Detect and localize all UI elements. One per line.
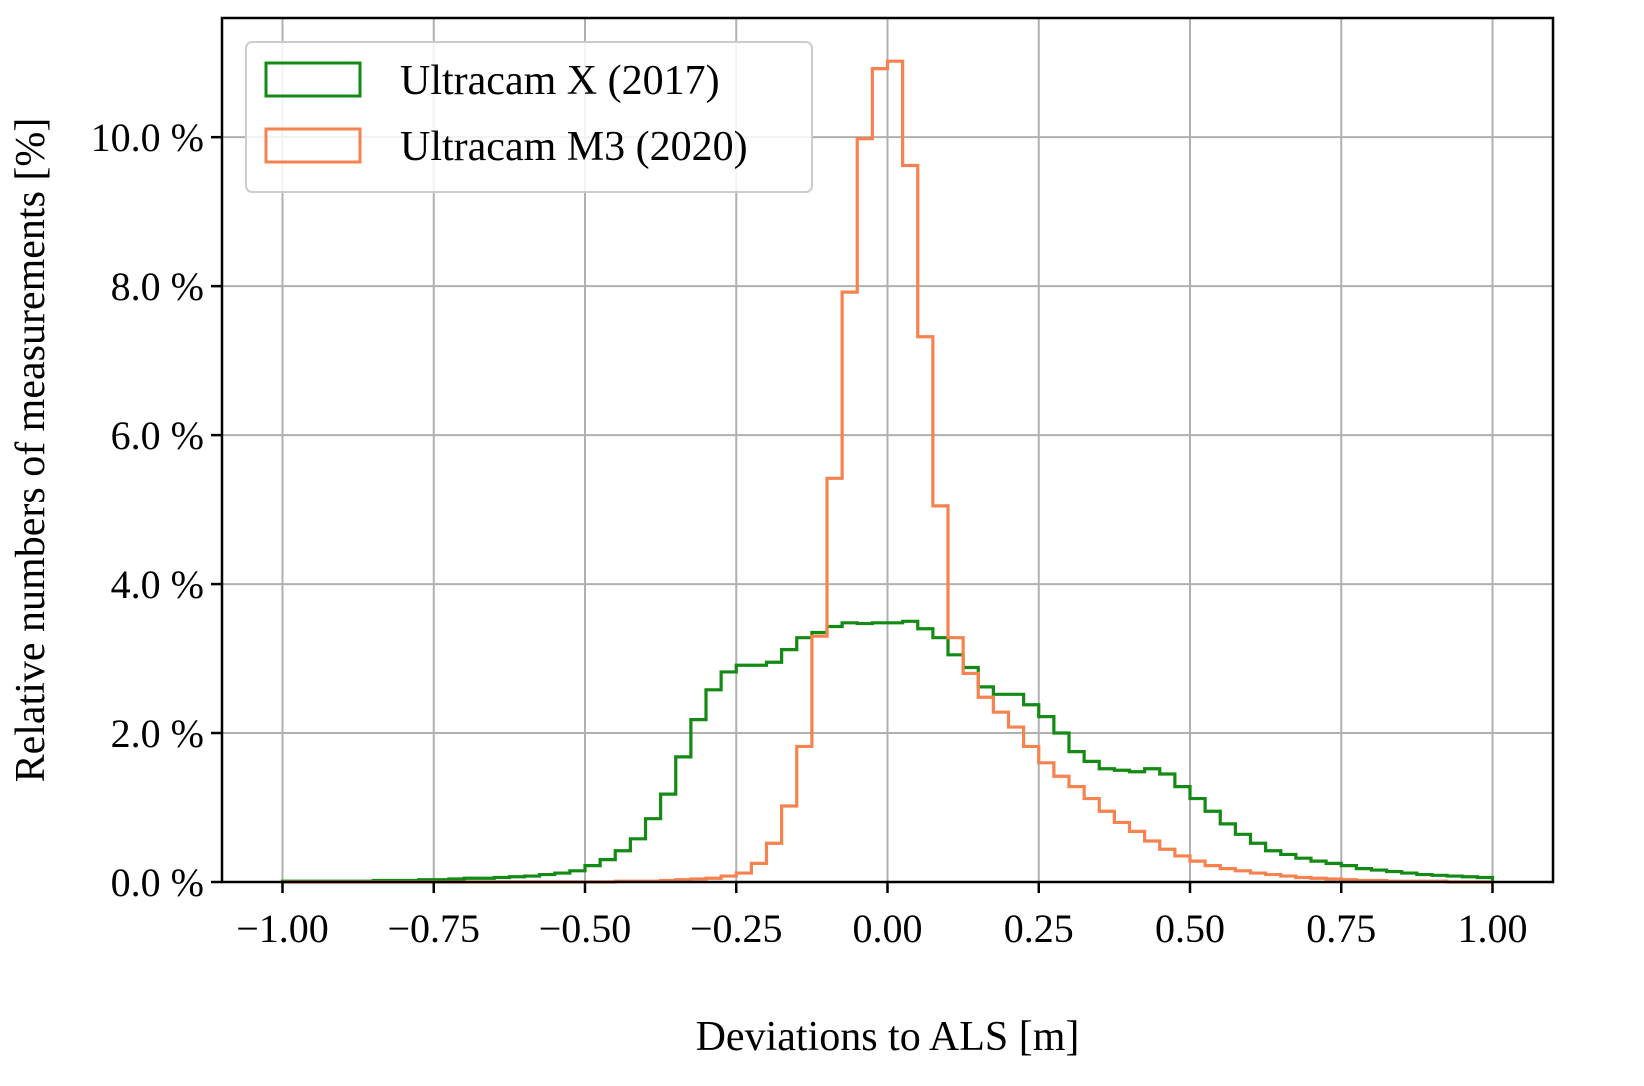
legend: Ultracam X (2017) Ultracam M3 (2020) — [245, 41, 813, 193]
grid — [222, 18, 1553, 883]
y-tick-label: 0.0 % — [111, 860, 204, 905]
y-tick-label: 2.0 % — [111, 711, 204, 756]
legend-label-ultracam-x: Ultracam X (2017) — [400, 58, 720, 104]
x-tick-label: 0.25 — [1004, 906, 1074, 951]
legend-box — [245, 41, 813, 193]
y-axis-label: Relative numbers of measurements [%] — [8, 118, 54, 783]
x-tick-label: 0.50 — [1155, 906, 1225, 951]
x-tick-label: 0.00 — [853, 906, 923, 951]
x-axis: −1.00 −0.75 −0.50 −0.25 0.00 0.25 0.50 0.75 1.00 — [236, 882, 1528, 951]
x-tick-label: 1.00 — [1458, 906, 1528, 951]
series-ultracam-x-histogram — [280, 619, 1495, 883]
y-tick-label: 10.0 % — [91, 115, 204, 160]
x-tick-label: −0.50 — [539, 906, 632, 951]
x-tick-label: −0.25 — [690, 906, 783, 951]
legend-swatch-ultracam-x — [264, 61, 362, 98]
y-axis: 0.0 % 2.0 % 4.0 % 6.0 % 8.0 % 10.0 % — [91, 115, 222, 905]
x-axis-label: Deviations to ALS [m] — [696, 1014, 1080, 1060]
x-tick-label: −1.00 — [236, 906, 329, 951]
x-tick-label: −0.75 — [387, 906, 480, 951]
x-tick-label: 0.75 — [1306, 906, 1376, 951]
legend-label-ultracam-m3: Ultracam M3 (2020) — [400, 124, 748, 170]
y-tick-label: 8.0 % — [111, 264, 204, 309]
legend-swatch-ultracam-m3 — [264, 127, 362, 164]
y-tick-label: 4.0 % — [111, 562, 204, 607]
y-tick-label: 6.0 % — [111, 413, 204, 458]
